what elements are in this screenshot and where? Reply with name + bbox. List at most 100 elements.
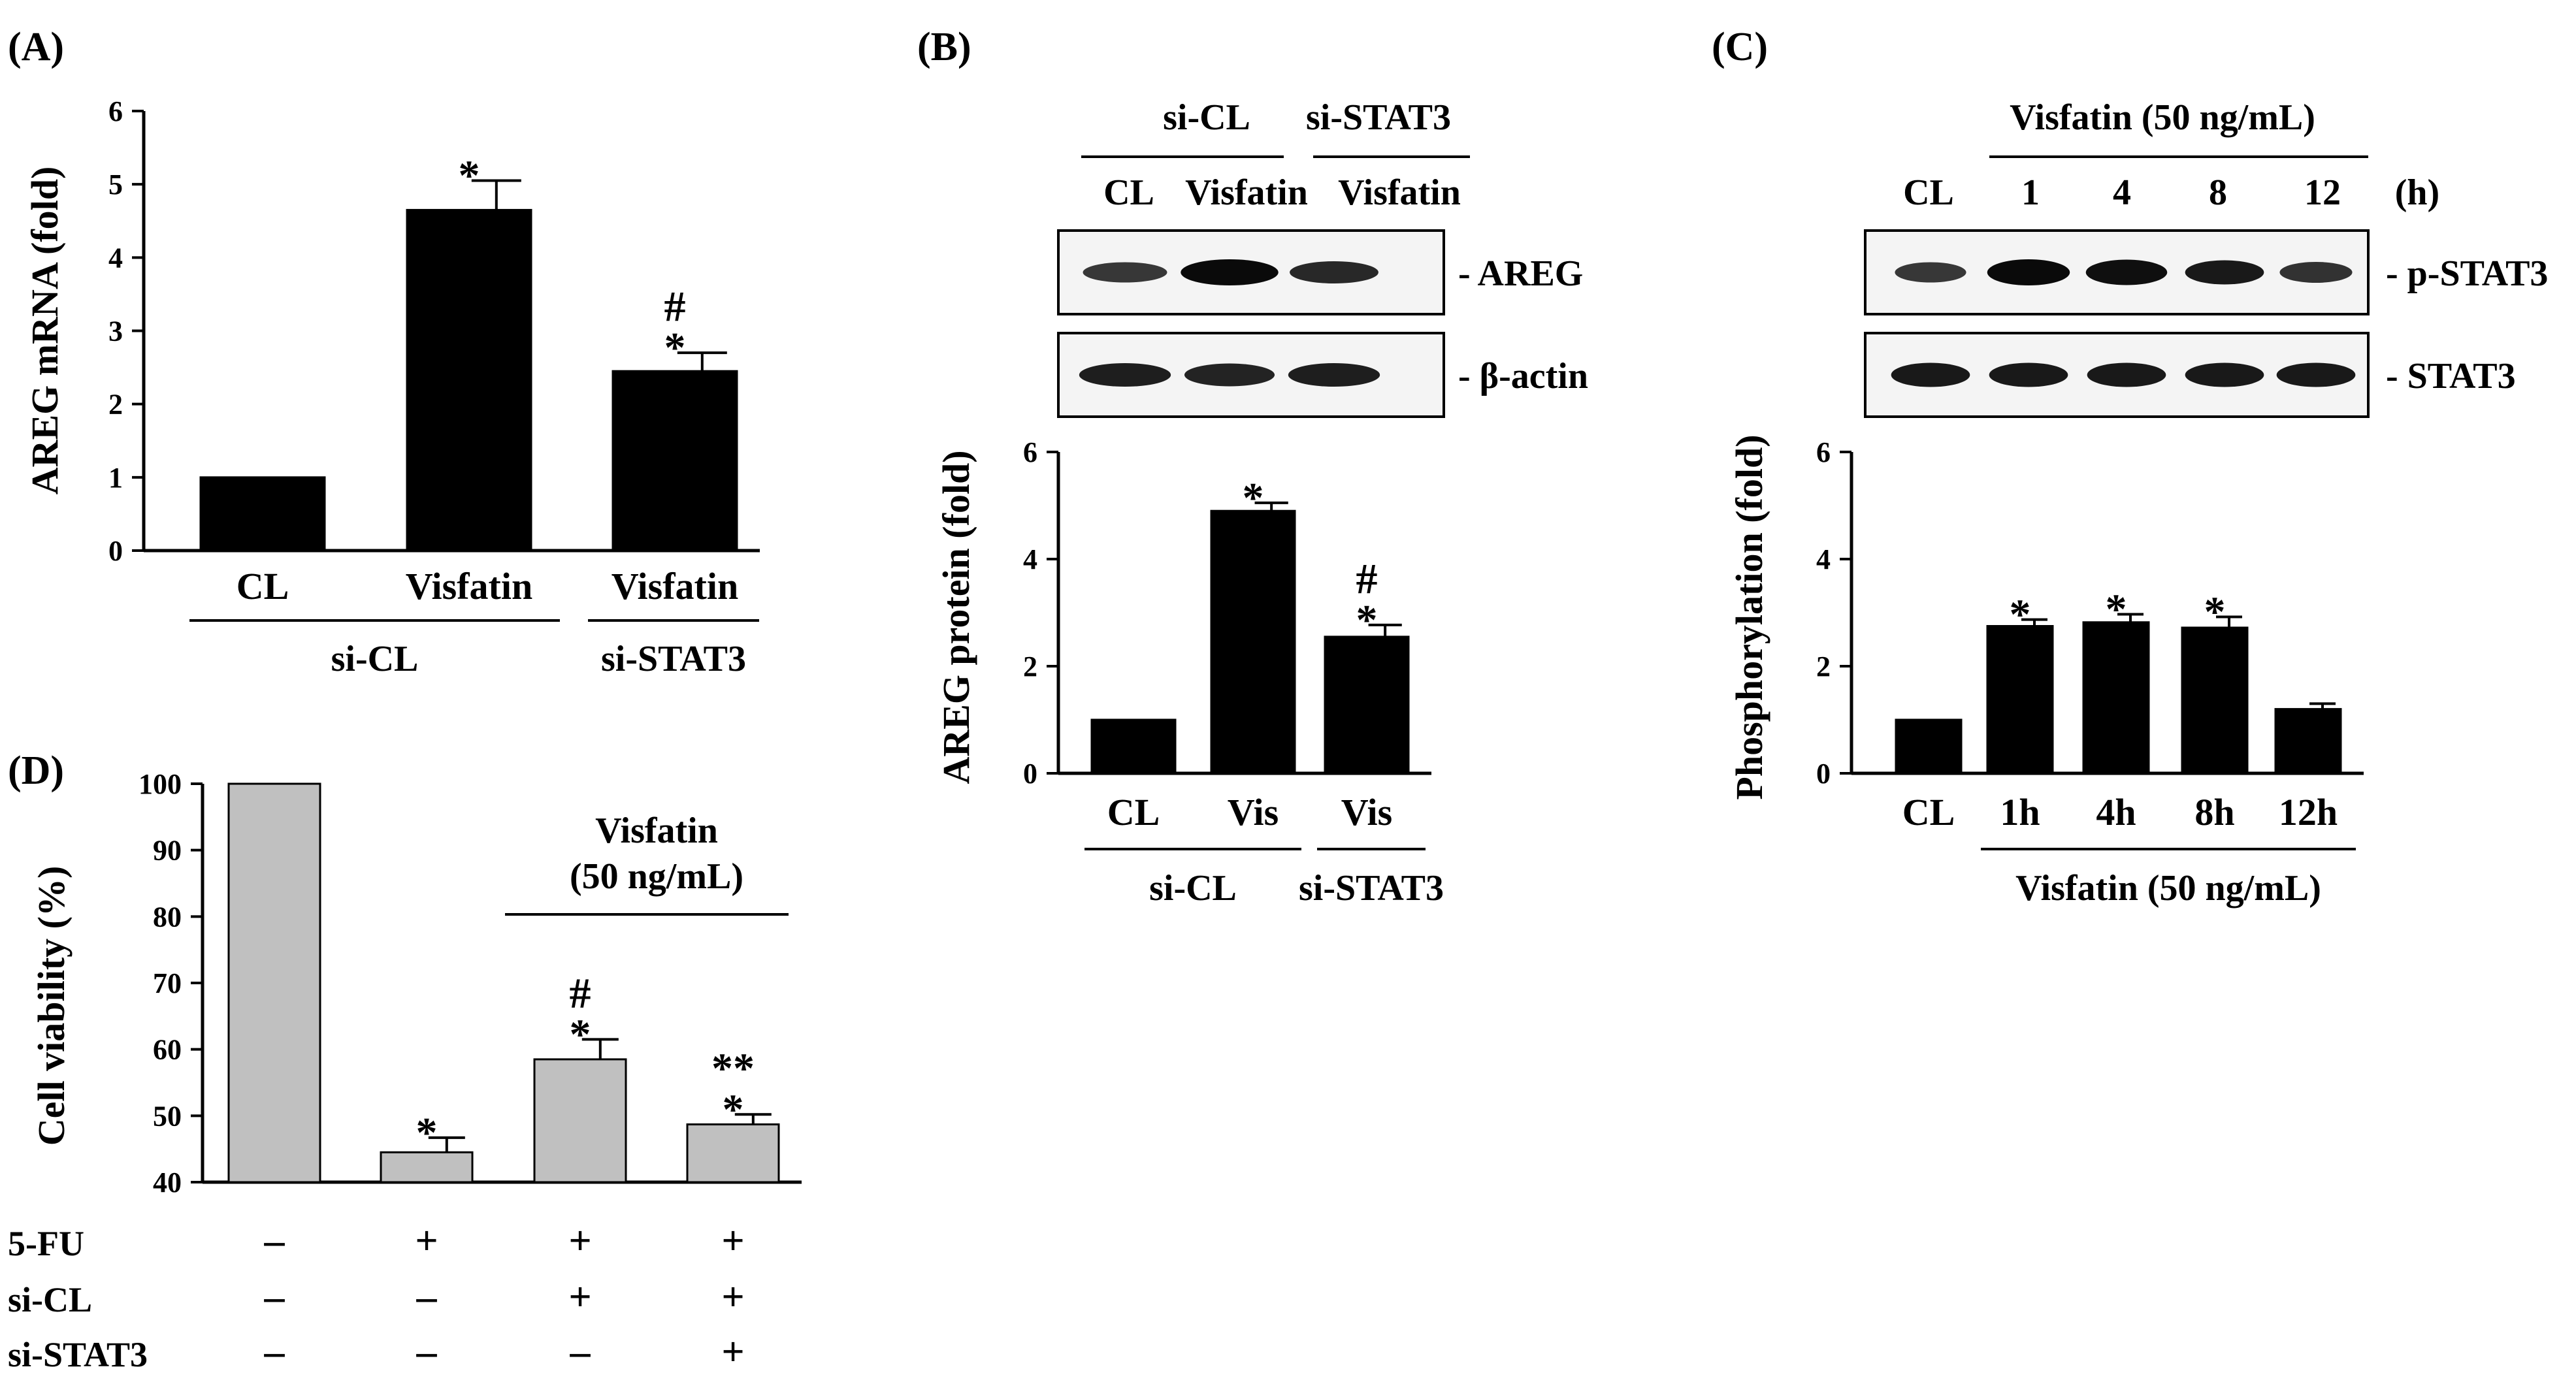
panel-c-category-label: 4h xyxy=(2096,791,2136,833)
panel-b-blot-band xyxy=(1079,363,1171,387)
panel-d-y-tick-label: 40 xyxy=(153,1166,182,1198)
panel-d-condition-sign: + xyxy=(721,1275,744,1319)
panel-d-condition-sign: + xyxy=(568,1275,591,1319)
panel-b-significance-mark: # xyxy=(1356,555,1378,603)
panel-d-condition-sign: + xyxy=(415,1219,438,1263)
panel-c-y-tick-label: 4 xyxy=(1816,543,1831,575)
panel-c-category-label: 1h xyxy=(2000,791,2040,833)
panel-b-blot-group-label: si-CL xyxy=(1163,97,1250,138)
panel-a-y-tick-label: 1 xyxy=(108,462,123,494)
panel-c-blot-header: Visfatin (50 ng/mL) xyxy=(2010,97,2315,138)
panel-b-y-tick-label: 6 xyxy=(1023,436,1037,468)
panel-d-condition-sign: + xyxy=(721,1219,744,1263)
panel-a-y-tick-label: 5 xyxy=(108,169,123,201)
panel-b-category-label: Vis xyxy=(1228,791,1279,833)
panel-b-category-label: CL xyxy=(1107,791,1160,833)
panel-c-blot-band xyxy=(2279,262,2353,283)
panel-a-y-tick-label: 0 xyxy=(108,535,123,567)
panel-b-tag: (B) xyxy=(917,25,971,69)
panel-b-blot-group-label: si-STAT3 xyxy=(1306,97,1451,138)
panel-b-blot-lane-label: CL xyxy=(1103,172,1154,213)
panel-d-condition-label: 5-FU xyxy=(8,1224,84,1263)
panel-a-significance-mark: # xyxy=(664,283,686,330)
panel-d-significance-mark: # xyxy=(570,969,591,1017)
panel-b-blot-band xyxy=(1288,363,1380,387)
panel-d-condition-sign: – xyxy=(264,1330,285,1374)
panel-c-blot-lane-label: 12 xyxy=(2304,172,2341,213)
panel-a-bar xyxy=(611,370,738,552)
panel-b-y-tick-label: 0 xyxy=(1023,758,1037,790)
panel-c-category-label: 12h xyxy=(2279,791,2338,833)
panel-b-y-label: AREG protein (fold) xyxy=(935,450,977,784)
panel-c-significance-mark: * xyxy=(2204,588,2226,636)
panel-c-blot-band xyxy=(1987,259,2070,285)
panel-d-y-tick-label: 80 xyxy=(153,901,182,933)
panel-a-tag: (A) xyxy=(8,25,64,69)
panel-a-bar xyxy=(199,476,326,552)
panel-c-bar xyxy=(1986,625,2054,775)
panel-c-blot-band xyxy=(2087,362,2166,387)
panel-c-category-label: 8h xyxy=(2194,791,2234,833)
panel-d-y-tick-label: 50 xyxy=(153,1100,182,1132)
panel-d-significance-mark: * xyxy=(416,1109,438,1157)
panel-d-condition-label: si-STAT3 xyxy=(8,1335,148,1374)
panel-c-blot-lane-label: 1 xyxy=(2021,172,2040,213)
panel-c-blot-band xyxy=(1891,362,1970,387)
panel-d-significance-mark: * xyxy=(570,1010,591,1058)
panel-b-blot-band xyxy=(1290,261,1378,283)
panel-a-group-label: si-CL xyxy=(331,639,419,679)
panel-b-category-label: Vis xyxy=(1341,791,1392,833)
panel-d-bar xyxy=(227,782,321,1183)
panel-c-bar xyxy=(2082,621,2150,775)
panel-d-header-label: Visfatin xyxy=(595,811,718,851)
panel-b-bar xyxy=(1324,635,1410,775)
panel-c-y-label: Phosphorylation (fold) xyxy=(1728,434,1770,799)
panel-c-blot-row-label: - p-STAT3 xyxy=(2386,253,2548,294)
panel-d-bar xyxy=(533,1058,627,1183)
panel-b-significance-mark: * xyxy=(1356,596,1378,644)
panel-a-category-label: Visfatin xyxy=(406,565,532,607)
panel-c-blot-band xyxy=(2085,259,2168,285)
panel-c-bar xyxy=(2181,626,2249,775)
panel-a-bar xyxy=(406,208,532,552)
panel-b-group-label: si-CL xyxy=(1149,868,1237,909)
panel-b-blot-lane-label: Visfatin xyxy=(1338,172,1461,213)
panel-d-y-tick-label: 90 xyxy=(153,835,182,867)
panel-c-bar xyxy=(2274,708,2342,775)
panel-b-bar xyxy=(1090,718,1177,775)
panel-b-blot-lane-label: Visfatin xyxy=(1185,172,1308,213)
panel-d-y-tick-label: 60 xyxy=(153,1034,182,1066)
panel-d-condition-sign: + xyxy=(721,1330,744,1374)
panel-b-blot-row-label: - AREG xyxy=(1458,253,1583,294)
panel-c-blot-lane-label: 8 xyxy=(2209,172,2227,213)
panel-d-y-label: Cell viability (%) xyxy=(30,866,73,1146)
panel-c-blot-unit: (h) xyxy=(2395,172,2439,213)
panel-a-group-label: si-STAT3 xyxy=(601,639,746,679)
panel-c-blot-lane-label: CL xyxy=(1903,172,1954,213)
panel-c-y-tick-label: 0 xyxy=(1816,758,1831,790)
panel-d-bar xyxy=(380,1151,474,1183)
panel-d-header-label: (50 ng/mL) xyxy=(570,856,743,897)
panel-a-y-tick-label: 2 xyxy=(108,389,123,421)
panel-b-blot-band xyxy=(1184,363,1275,387)
panel-d-bar xyxy=(686,1123,780,1183)
panel-c-blot-band xyxy=(2185,260,2264,285)
panel-c-y-tick-label: 6 xyxy=(1816,436,1831,468)
panel-c-blot-row-label: - STAT3 xyxy=(2386,356,2516,396)
panel-b-y-tick-label: 4 xyxy=(1023,543,1037,575)
panel-a-y-tick-label: 6 xyxy=(108,95,123,127)
panel-d-significance-mark: * xyxy=(723,1085,744,1133)
panel-c-blot-band xyxy=(1895,262,1966,283)
panel-b-blot-band xyxy=(1083,262,1167,283)
panel-c-blot-band xyxy=(2185,362,2264,387)
panel-a-significance-mark: * xyxy=(664,324,686,372)
panel-c-blot-band xyxy=(1989,362,2068,387)
panel-c-significance-mark: * xyxy=(2010,591,2031,639)
panel-d-y-tick-label: 70 xyxy=(153,967,182,999)
panel-a-y-label: AREG mRNA (fold) xyxy=(24,167,66,495)
panel-b-blot-row-label: - β-actin xyxy=(1458,356,1588,396)
panel-c-blot-lane-label: 4 xyxy=(2113,172,2131,213)
panel-c-category-label: CL xyxy=(1902,791,1955,833)
panel-d-condition-sign: – xyxy=(416,1275,438,1319)
